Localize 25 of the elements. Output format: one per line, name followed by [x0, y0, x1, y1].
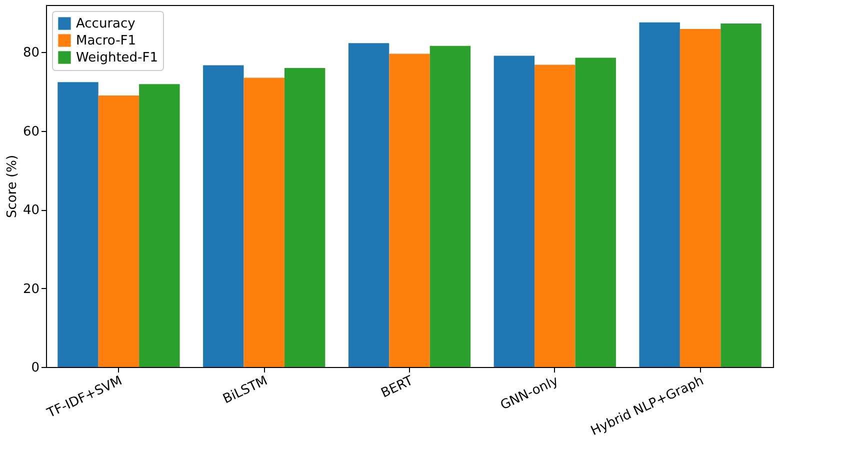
legend-label: Accuracy — [76, 16, 136, 32]
bar — [98, 96, 140, 367]
bar — [203, 65, 244, 367]
y-tick-label: 60 — [22, 124, 40, 140]
bar — [494, 56, 535, 367]
bar — [244, 78, 284, 367]
x-tick-label: BERT — [379, 374, 416, 402]
bar — [575, 58, 616, 367]
bar — [58, 82, 98, 367]
bar — [430, 46, 471, 367]
bar — [284, 68, 326, 367]
y-tick-label: 80 — [22, 46, 40, 61]
bar — [680, 29, 721, 367]
y-tick-label: 20 — [22, 282, 40, 297]
bar — [389, 54, 430, 367]
bar — [534, 64, 576, 367]
legend-label: Weighted-F1 — [76, 50, 158, 66]
y-tick-label: 40 — [22, 203, 40, 218]
bar — [139, 84, 180, 367]
y-tick-label: 0 — [31, 360, 40, 376]
bar — [348, 43, 390, 367]
bar — [639, 22, 680, 367]
legend-label: Macro-F1 — [76, 34, 136, 48]
y-axis-title: Score (%) — [4, 154, 20, 218]
bar — [720, 23, 762, 367]
